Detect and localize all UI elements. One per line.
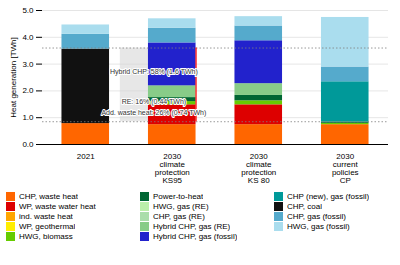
svg-text:0.0: 0.0 — [22, 140, 34, 149]
html-text:WP, waste water heat: WP, waste water heat — [19, 202, 96, 211]
svg-text:2021: 2021 — [77, 152, 95, 161]
html-text:WP, geothermal: WP, geothermal — [19, 222, 76, 231]
html-text:CHP, coal: CHP, coal — [287, 202, 322, 211]
html-text:ind. waste heat: ind. waste heat — [19, 212, 73, 221]
html-text:CHP, gas (RE): CHP, gas (RE) — [153, 212, 205, 221]
svg-text:1.0: 1.0 — [22, 113, 34, 122]
svg-text:2.0: 2.0 — [22, 86, 34, 95]
svg-text:2030climateprotectionKS95: 2030climateprotectionKS95 — [155, 152, 190, 185]
html-text:CHP, waste heat: CHP, waste heat — [19, 192, 78, 201]
svg-text:RE: 16% (0.44 TWh): RE: 16% (0.44 TWh) — [122, 98, 186, 106]
svg-text:Add. waste heat: 26% (0.74 TWh: Add. waste heat: 26% (0.74 TWh) — [101, 109, 206, 117]
svg-text:3.0: 3.0 — [22, 60, 34, 69]
html-text:CHP, gas (fossil): CHP, gas (fossil) — [287, 212, 346, 221]
html-text:CHP (new), gas (fossil): CHP (new), gas (fossil) — [287, 192, 370, 201]
svg-text:Hybrid CHP: 58% (1.6 TWh): Hybrid CHP: 58% (1.6 TWh) — [110, 68, 198, 76]
svg-text:2030climateprotectionKS 80: 2030climateprotectionKS 80 — [241, 152, 276, 185]
html-text:Hybrid CHP, gas (RE): Hybrid CHP, gas (RE) — [153, 222, 231, 231]
html-text:Hybrid CHP, gas (fossil): Hybrid CHP, gas (fossil) — [153, 232, 238, 241]
html-text:HWG, biomass: HWG, biomass — [19, 232, 73, 241]
svg-text:5.0: 5.0 — [22, 6, 34, 15]
svg-text:2030currentpoliciesCP: 2030currentpoliciesCP — [332, 152, 359, 185]
svg-text:4.0: 4.0 — [22, 33, 34, 42]
svg-text:Heat generation [TWh]: Heat generation [TWh] — [9, 37, 18, 117]
html-text:HWG, gas (fossil): HWG, gas (fossil) — [287, 222, 350, 231]
html-text:HWG, gas (RE): HWG, gas (RE) — [153, 202, 209, 211]
html-text:Power-to-heat: Power-to-heat — [153, 192, 204, 201]
